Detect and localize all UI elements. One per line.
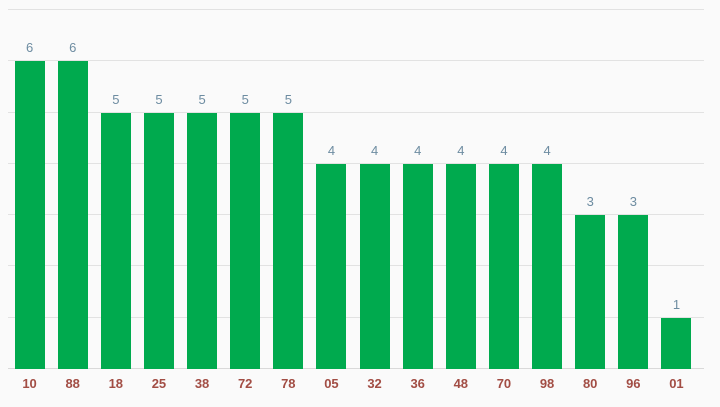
plot-area: 6 6 5 5 5 5 5 4 4 4 4 4 4 3 3 1 bbox=[8, 9, 704, 369]
x-axis-label-18: 18 bbox=[108, 376, 124, 391]
x-axis-label-32: 32 bbox=[367, 376, 382, 391]
bar-slot: 6 bbox=[8, 10, 51, 369]
bar-value-label: 6 bbox=[69, 40, 77, 56]
gridline bbox=[8, 316, 704, 318]
bar-70[interactable] bbox=[488, 163, 519, 369]
x-axis-label-01: 01 bbox=[669, 376, 684, 391]
bar-18[interactable] bbox=[100, 112, 131, 369]
bar-slot: 6 bbox=[51, 10, 94, 369]
x-axis-label-05: 05 bbox=[324, 376, 339, 391]
bar-slot: 5 bbox=[181, 10, 224, 369]
baseline bbox=[8, 368, 704, 369]
bar-72[interactable] bbox=[230, 112, 261, 369]
bar-value-label: 4 bbox=[500, 142, 508, 158]
bar-slot: 4 bbox=[482, 10, 525, 369]
bar-value-label: 1 bbox=[672, 296, 681, 312]
bar-slot: 3 bbox=[569, 10, 612, 369]
bar-value-label: 5 bbox=[155, 91, 163, 107]
bar-slot: 5 bbox=[94, 10, 137, 369]
x-axis: 10 88 18 25 38 72 78 05 32 36 48 70 98 80 96 01 bbox=[8, 377, 698, 391]
bar-value-label: 4 bbox=[327, 142, 336, 158]
bar-36[interactable] bbox=[402, 163, 433, 369]
bar-value-label: 4 bbox=[457, 142, 465, 158]
x-axis-label-88: 88 bbox=[65, 376, 80, 391]
bar-slot: 4 bbox=[353, 10, 396, 369]
x-axis-label-70: 70 bbox=[496, 376, 512, 391]
bar-value-label: 5 bbox=[284, 91, 292, 107]
bar-slot: 4 bbox=[526, 10, 569, 369]
gridline bbox=[8, 9, 704, 10]
bar-01[interactable] bbox=[661, 317, 692, 369]
bars-layer: 6 6 5 5 5 5 5 4 4 4 4 4 4 3 3 1 bbox=[8, 10, 698, 369]
gridline bbox=[8, 162, 704, 164]
bar-slot: 4 bbox=[396, 10, 439, 369]
bar-78[interactable] bbox=[273, 112, 304, 369]
gridline bbox=[8, 265, 704, 267]
gridline bbox=[8, 111, 704, 113]
bar-slot: 5 bbox=[137, 10, 180, 369]
bar-05[interactable] bbox=[316, 163, 347, 369]
x-axis-label-10: 10 bbox=[22, 376, 37, 391]
gridline bbox=[8, 60, 704, 62]
bar-38[interactable] bbox=[187, 112, 218, 369]
bar-value-label: 3 bbox=[629, 194, 637, 210]
x-axis-label-36: 36 bbox=[410, 376, 425, 391]
bar-25[interactable] bbox=[143, 112, 174, 369]
bar-96[interactable] bbox=[618, 215, 649, 369]
bar-value-label: 4 bbox=[370, 142, 379, 158]
x-axis-label-80: 80 bbox=[582, 376, 598, 391]
x-axis-label-98: 98 bbox=[539, 376, 555, 391]
bar-slot: 1 bbox=[655, 10, 698, 369]
bar-value-label: 5 bbox=[198, 91, 206, 107]
x-axis-label-38: 38 bbox=[194, 376, 210, 391]
bar-slot: 4 bbox=[310, 10, 353, 369]
x-axis-label-72: 72 bbox=[237, 376, 253, 391]
bar-value-label: 5 bbox=[112, 91, 120, 107]
x-axis-label-78: 78 bbox=[281, 376, 296, 391]
bar-value-label: 4 bbox=[414, 142, 422, 158]
bar-slot: 5 bbox=[267, 10, 310, 369]
gridline bbox=[8, 214, 704, 216]
bar-slot: 5 bbox=[224, 10, 267, 369]
bar-88[interactable] bbox=[57, 61, 88, 369]
x-axis-label-96: 96 bbox=[626, 376, 641, 391]
bar-value-label: 5 bbox=[241, 91, 249, 107]
bar-10[interactable] bbox=[14, 61, 45, 369]
bar-slot: 4 bbox=[439, 10, 482, 369]
x-axis-label-48: 48 bbox=[453, 376, 469, 391]
bar-80[interactable] bbox=[575, 215, 606, 369]
x-axis-label-25: 25 bbox=[151, 376, 167, 391]
bar-32[interactable] bbox=[359, 163, 390, 369]
bar-48[interactable] bbox=[445, 163, 476, 369]
bar-98[interactable] bbox=[532, 163, 563, 369]
bar-value-label: 6 bbox=[25, 40, 34, 56]
bar-value-label: 4 bbox=[543, 142, 551, 158]
bar-value-label: 3 bbox=[586, 194, 594, 210]
bar-slot: 3 bbox=[612, 10, 655, 369]
